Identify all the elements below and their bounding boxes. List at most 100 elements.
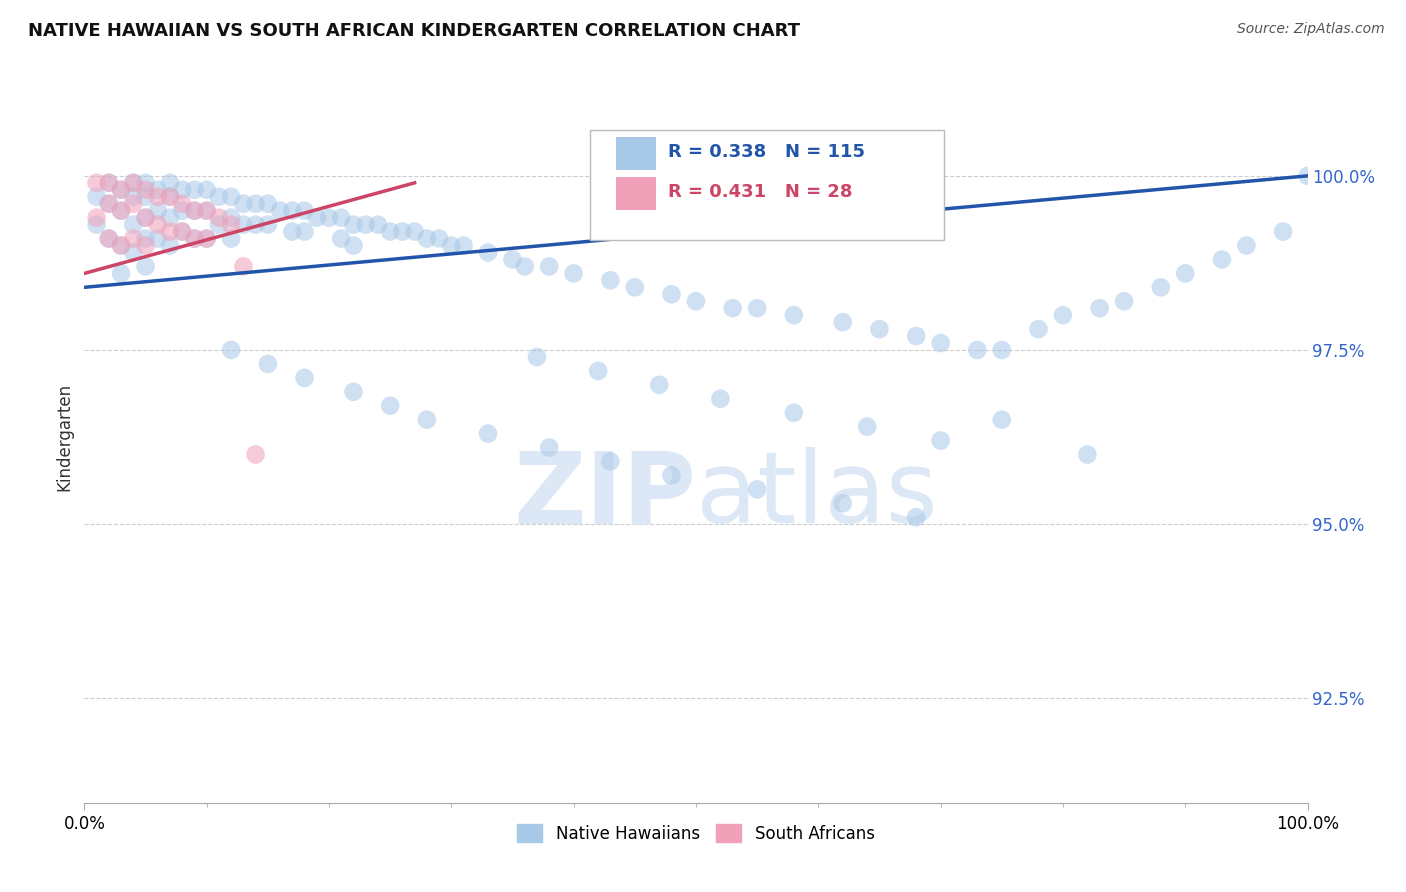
Point	[624, 280, 647, 294]
Point	[245, 196, 267, 211]
Point	[905, 329, 928, 343]
Point	[513, 260, 536, 274]
Point	[245, 448, 267, 462]
Point	[416, 231, 439, 245]
Point	[599, 273, 621, 287]
Point	[294, 225, 316, 239]
Point	[122, 218, 145, 232]
Point	[195, 231, 218, 245]
Point	[232, 260, 254, 274]
Point	[122, 196, 145, 211]
Point	[269, 203, 291, 218]
Point	[318, 211, 340, 225]
Point	[747, 483, 769, 497]
Point	[86, 211, 108, 225]
Point	[502, 252, 524, 267]
Point	[354, 218, 377, 232]
Point	[245, 218, 267, 232]
Text: R = 0.338   N = 115: R = 0.338 N = 115	[668, 143, 865, 161]
Point	[1052, 308, 1074, 322]
Point	[526, 350, 548, 364]
Point	[1296, 169, 1319, 183]
Point	[97, 231, 120, 245]
Point	[146, 190, 169, 204]
Point	[380, 399, 402, 413]
Point	[208, 211, 231, 225]
Point	[342, 238, 364, 252]
Point	[135, 211, 157, 225]
Point	[869, 322, 891, 336]
Point	[146, 203, 169, 218]
Point	[294, 371, 316, 385]
Legend: Native Hawaiians, South Africans: Native Hawaiians, South Africans	[510, 818, 882, 849]
Point	[856, 419, 879, 434]
Point	[110, 183, 132, 197]
Point	[122, 245, 145, 260]
Y-axis label: Kindergarten: Kindergarten	[55, 383, 73, 491]
Point	[685, 294, 707, 309]
Point	[183, 203, 205, 218]
Point	[172, 203, 194, 218]
Point	[453, 238, 475, 252]
Point	[135, 211, 157, 225]
Point	[159, 225, 181, 239]
Point	[477, 245, 499, 260]
Point	[330, 231, 353, 245]
Text: NATIVE HAWAIIAN VS SOUTH AFRICAN KINDERGARTEN CORRELATION CHART: NATIVE HAWAIIAN VS SOUTH AFRICAN KINDERG…	[28, 22, 800, 40]
Point	[929, 336, 952, 351]
Point	[172, 196, 194, 211]
Point	[966, 343, 988, 357]
Point	[219, 218, 242, 232]
Point	[219, 190, 242, 204]
Text: R = 0.431   N = 28: R = 0.431 N = 28	[668, 183, 852, 201]
Point	[257, 218, 280, 232]
Point	[122, 176, 145, 190]
Point	[991, 343, 1014, 357]
Point	[110, 238, 132, 252]
Point	[97, 196, 120, 211]
Point	[110, 203, 132, 218]
Point	[97, 196, 120, 211]
FancyBboxPatch shape	[589, 130, 945, 240]
Point	[1174, 266, 1197, 280]
Point	[391, 225, 413, 239]
Point	[281, 225, 304, 239]
Point	[783, 308, 806, 322]
Point	[586, 364, 609, 378]
Point	[294, 203, 316, 218]
Point	[183, 203, 205, 218]
Point	[159, 190, 181, 204]
Point	[86, 218, 108, 232]
Point	[159, 211, 181, 225]
Point	[905, 510, 928, 524]
Point	[219, 231, 242, 245]
Point	[110, 203, 132, 218]
Point	[195, 203, 218, 218]
Point	[747, 301, 769, 316]
Point	[562, 266, 585, 280]
Point	[416, 412, 439, 426]
Point	[929, 434, 952, 448]
Point	[305, 211, 328, 225]
Point	[110, 238, 132, 252]
Point	[110, 183, 132, 197]
Point	[427, 231, 450, 245]
Point	[709, 392, 731, 406]
Point	[135, 260, 157, 274]
Point	[342, 218, 364, 232]
Point	[257, 357, 280, 371]
Point	[183, 231, 205, 245]
Point	[538, 441, 561, 455]
Point	[440, 238, 463, 252]
Point	[1028, 322, 1050, 336]
Point	[97, 176, 120, 190]
Point	[122, 231, 145, 245]
Point	[97, 176, 120, 190]
Point	[183, 183, 205, 197]
Point	[721, 301, 744, 316]
Point	[219, 343, 242, 357]
Point	[1114, 294, 1136, 309]
Point	[135, 176, 157, 190]
Point	[257, 196, 280, 211]
Point	[342, 384, 364, 399]
